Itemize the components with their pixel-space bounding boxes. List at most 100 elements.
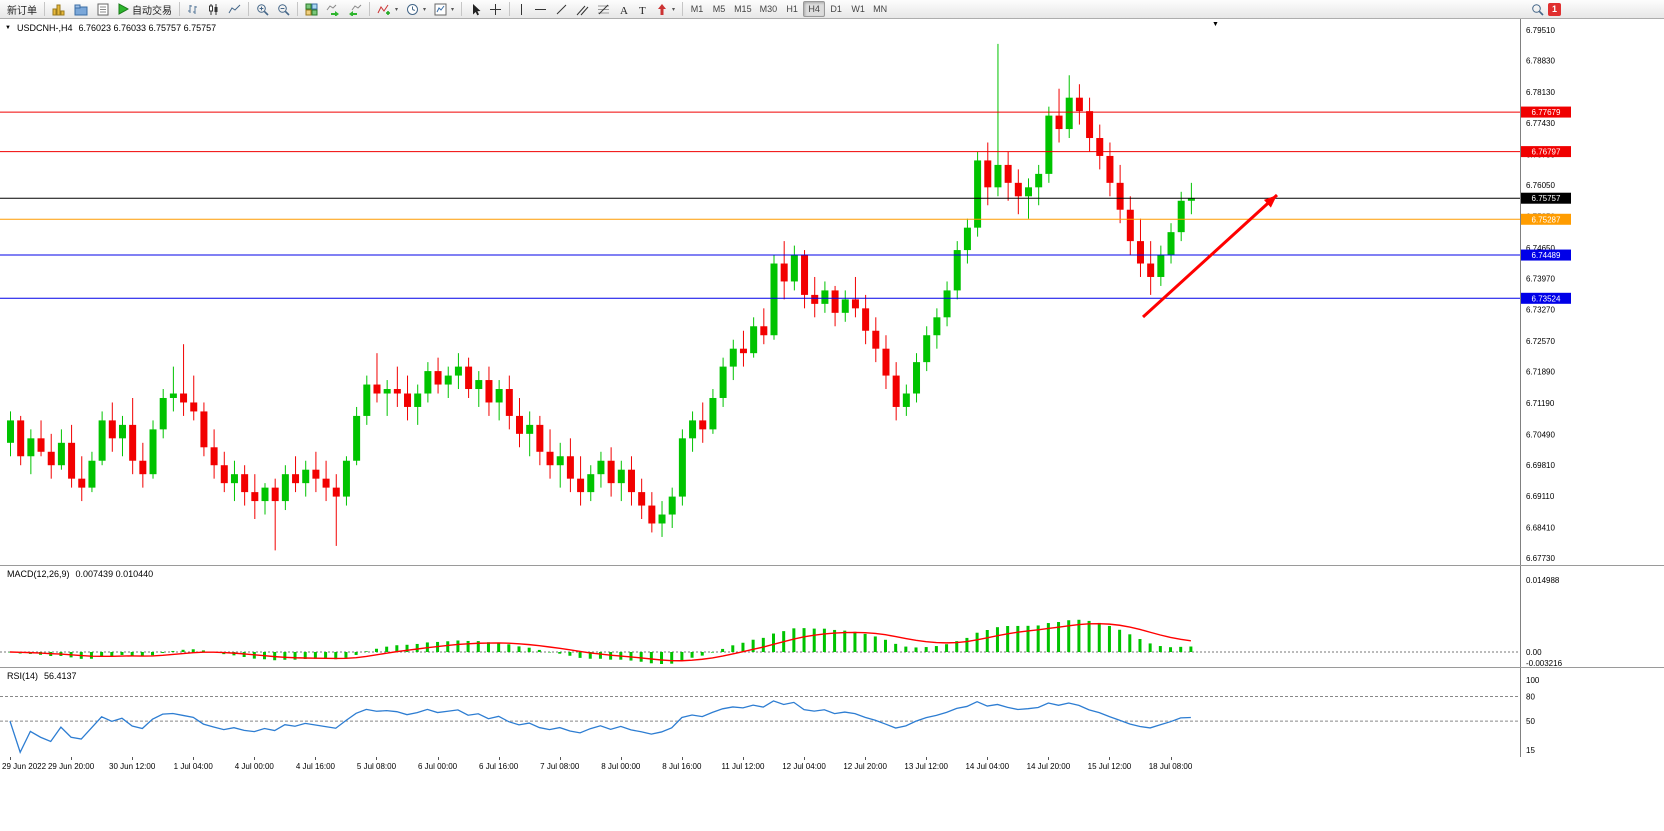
svg-text:6.76050: 6.76050 [1526,181,1555,190]
search-button[interactable] [1527,1,1548,17]
time-tick [498,757,500,760]
auto-scroll-button[interactable] [322,1,344,17]
clock-icon [406,3,419,16]
time-label: 4 Jul 00:00 [234,762,274,771]
trendline-button[interactable] [551,1,572,17]
indicators-button[interactable]: ▾ [373,1,402,17]
time-label: 12 Jul 20:00 [843,762,887,771]
trendline-icon [555,3,568,16]
auto-trading-icon [118,3,129,15]
svg-text:6.67730: 6.67730 [1526,554,1555,563]
horizontal-line-button[interactable] [530,1,551,17]
timeframe-m5-button[interactable]: M5 [708,1,730,17]
timeframe-h1-button[interactable]: H1 [781,1,803,17]
timeframe-m15-button[interactable]: M15 [730,1,756,17]
time-tick [437,757,439,760]
market-watch-icon [74,3,88,16]
chevron-down-icon: ▾ [672,6,676,13]
periods-button[interactable]: ▾ [402,1,430,17]
svg-text:6.70490: 6.70490 [1526,430,1555,439]
toolbar-separator [179,2,180,16]
time-label: 8 Jul 16:00 [662,762,702,771]
fibonacci-icon [597,3,610,16]
text-button[interactable]: A [614,1,633,17]
chart-shift-icon [348,3,362,16]
time-axis[interactable]: 29 Jun 2022 29 Jun 20:00 30 Jun 12:00 1 Jul… [0,757,1664,787]
svg-text:100: 100 [1526,676,1540,685]
panel-splitter[interactable] [0,667,1664,668]
time-tick [376,757,378,760]
new-order-button[interactable]: 新订单 [3,1,41,17]
macd-histogram [8,619,1193,664]
timeframe-m30-button[interactable]: M30 [756,1,782,17]
panel-splitter[interactable] [0,565,1664,566]
cursor-button[interactable] [465,1,485,17]
arrows-button[interactable]: ▾ [652,1,679,17]
time-label: 7 Jul 08:00 [540,762,580,771]
timeframe-mn-button[interactable]: MN [869,1,891,17]
rsi-canvas[interactable]: 100 80 50 15 [0,668,1664,757]
time-label: 6 Jul 16:00 [479,762,519,771]
vertical-line-button[interactable] [513,1,530,17]
search-icon [1531,3,1544,16]
arrow-object-icon [656,3,668,16]
hline-6.76797: 6.76797 [0,146,1571,158]
macd-name: MACD(12,26,9) [7,569,70,579]
chart-shift-button[interactable] [344,1,366,17]
toolbar-separator [44,2,45,16]
time-tick [987,757,989,760]
time-tick [71,757,73,760]
chart-collapse-icon[interactable]: ▼ [5,25,11,31]
line-chart-button[interactable] [224,1,245,17]
charts-icon [52,3,66,16]
channel-button[interactable] [572,1,593,17]
price-chart-canvas[interactable]: 6.795106.788306.781306.774306.767306.760… [0,19,1664,565]
zoom-out-icon [277,3,290,16]
timeframe-d1-button[interactable]: D1 [825,1,847,17]
navigator-button[interactable] [92,1,114,17]
charts-button[interactable] [48,1,70,17]
toolbar-separator [297,2,298,16]
timeframe-w1-button[interactable]: W1 [847,1,869,17]
svg-text:T: T [639,5,646,16]
candlestick-chart-button[interactable] [203,1,224,17]
macd-canvas[interactable]: 0.014988 0.00 -0.003216 [0,566,1664,667]
time-tick [1170,757,1172,760]
svg-text:6.79510: 6.79510 [1526,26,1555,35]
time-tick [1109,757,1111,760]
toolbar: 新订单 自动交易 ▾ ▾ ▾ A T ▾ M1 M5 M15 M30 H1 H4… [0,0,1664,19]
rsi-name: RSI(14) [7,671,39,681]
chevron-down-icon: ▾ [451,6,455,13]
svg-text:0.00: 0.00 [1526,648,1542,657]
notification-badge[interactable]: 1 [1548,2,1561,16]
auto-trading-button[interactable]: 自动交易 [114,1,176,17]
time-tick [315,757,317,760]
market-watch-button[interactable] [70,1,92,17]
text-label-button[interactable]: T [633,1,652,17]
time-label: 8 Jul 00:00 [601,762,641,771]
timeframe-h4-button[interactable]: H4 [803,1,826,17]
fibonacci-button[interactable] [593,1,614,17]
time-tick [926,757,928,760]
toolbar-separator [248,2,249,16]
hline-6.73524: 6.73524 [0,292,1571,304]
text-icon: A [618,3,629,16]
time-label: 5 Jul 08:00 [356,762,397,771]
chart-symbol-title: USDCNH-,H4 [16,23,73,33]
bar-chart-button[interactable] [183,1,203,17]
auto-scroll-icon [326,3,340,16]
svg-text:6.76797: 6.76797 [1532,148,1561,157]
crosshair-button[interactable] [485,1,506,17]
svg-text:6.74489: 6.74489 [1532,251,1561,260]
svg-text:6.78830: 6.78830 [1526,56,1555,65]
macd-values: 0.007439 0.010440 [75,569,154,579]
templates-button[interactable]: ▾ [430,1,458,17]
candlestick-chart-icon [207,3,220,16]
zoom-in-button[interactable] [252,1,273,17]
zoom-out-button[interactable] [273,1,294,17]
chart-shift-marker-icon[interactable]: ▼ [1212,21,1219,28]
timeframe-m1-button[interactable]: M1 [686,1,708,17]
time-tick [132,757,134,760]
rsi-indicator-label: RSI(14) 56.4137 [7,671,77,681]
tile-windows-button[interactable] [301,1,322,17]
